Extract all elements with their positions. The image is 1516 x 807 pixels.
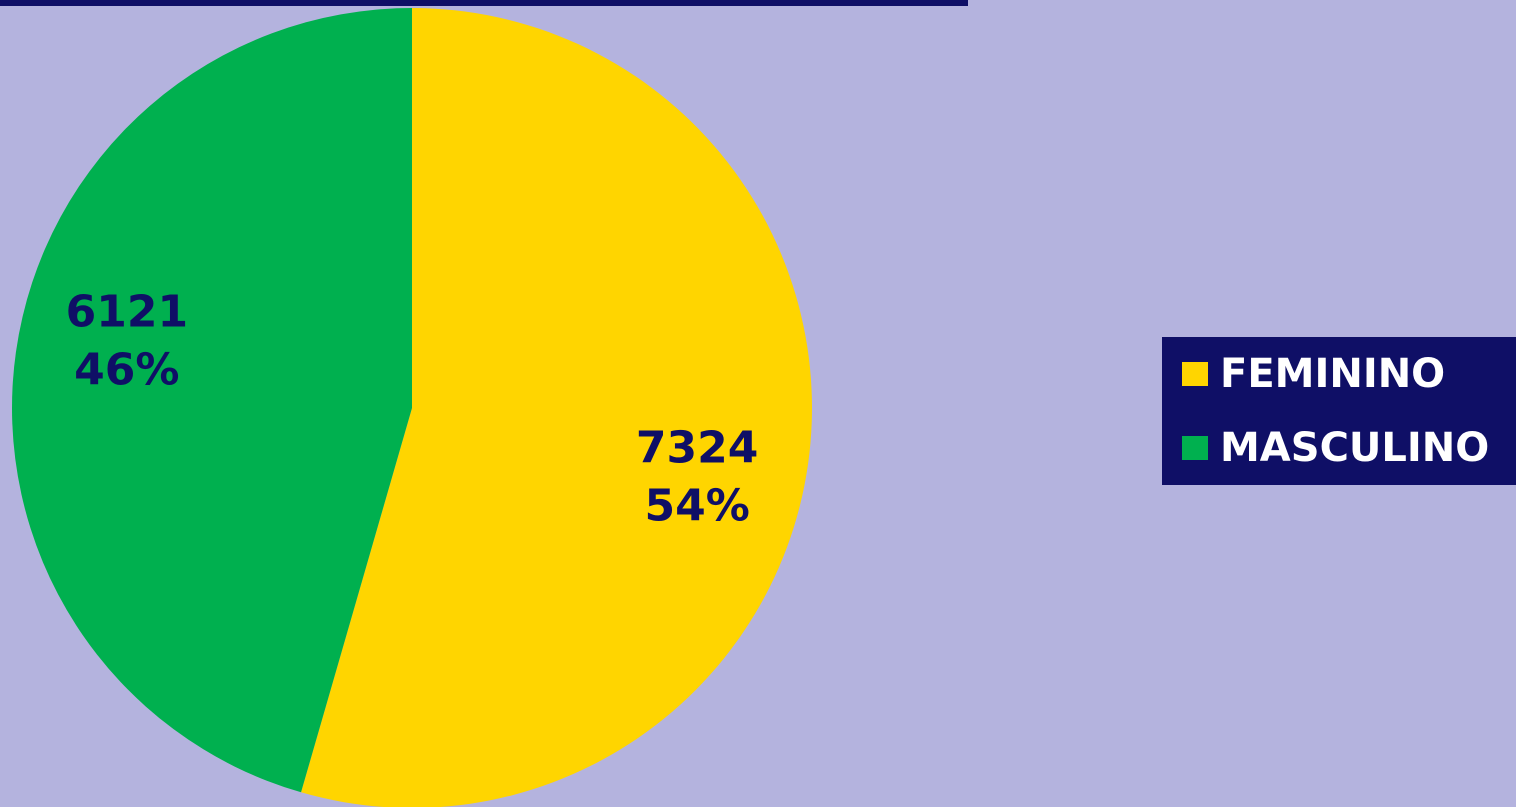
- slice-percent-label: 54%: [644, 480, 749, 531]
- legend-label: MASCULINO: [1220, 425, 1489, 471]
- slice-value-label: 6121: [66, 287, 188, 338]
- legend-label: FEMININO: [1220, 351, 1445, 397]
- slice-value-label: 7324: [636, 422, 758, 473]
- title-bar: [0, 0, 968, 6]
- slice-percent-label: 46%: [74, 345, 179, 396]
- legend-swatch: [1182, 436, 1208, 460]
- pie-slice: [301, 8, 812, 807]
- pie-slice: [12, 8, 412, 793]
- legend-swatch: [1182, 362, 1208, 386]
- legend-box: [1162, 337, 1516, 485]
